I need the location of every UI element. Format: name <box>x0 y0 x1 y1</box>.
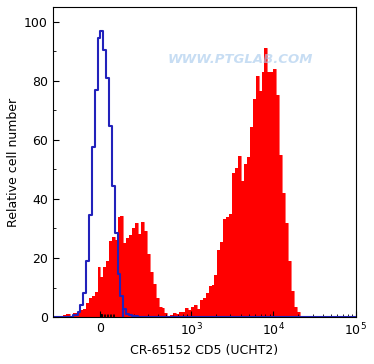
Text: WWW.PTGLAB.COM: WWW.PTGLAB.COM <box>168 53 313 66</box>
Y-axis label: Relative cell number: Relative cell number <box>7 98 20 226</box>
X-axis label: CR-65152 CD5 (UCHT2): CR-65152 CD5 (UCHT2) <box>130 344 278 357</box>
